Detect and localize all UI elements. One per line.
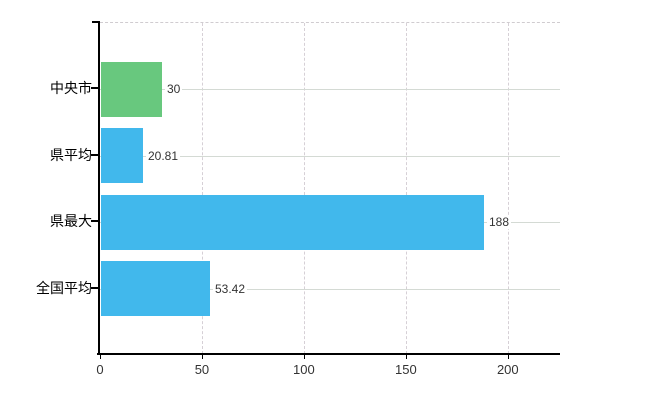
y-axis-top-tick — [92, 21, 100, 23]
y-axis-tick — [91, 287, 99, 289]
category-label: 中央市 — [50, 80, 92, 96]
x-axis-tick-label: 100 — [293, 362, 315, 377]
bar-value-label: 188 — [487, 215, 512, 229]
x-axis-tick — [201, 353, 203, 359]
y-axis-tick — [91, 154, 99, 156]
bar-2 — [101, 128, 143, 183]
bar-value-label: 20.81 — [146, 149, 181, 163]
x-axis-tick — [303, 353, 305, 359]
bar-1 — [101, 62, 162, 117]
category-label: 県平均 — [50, 147, 92, 163]
bar-3 — [101, 195, 484, 250]
x-axis-tick — [100, 353, 101, 359]
bar-value-label: 30 — [165, 82, 183, 96]
plot-area: 30 20.81 188 53.42 — [100, 22, 560, 354]
horizontal-gridline — [100, 89, 560, 90]
y-axis-tick — [91, 220, 99, 222]
vertical-gridline — [303, 23, 305, 354]
vertical-gridline — [507, 23, 509, 354]
bar-4 — [101, 261, 210, 316]
y-axis-tick — [91, 87, 99, 89]
y-axis-line — [98, 22, 100, 354]
x-axis-line — [97, 353, 560, 355]
x-axis-tick-label: 150 — [394, 362, 417, 377]
x-axis-tick — [405, 353, 407, 359]
bar-value-label: 53.42 — [213, 282, 248, 296]
horizontal-gridline — [100, 289, 560, 290]
x-axis-tick-label: 50 — [194, 362, 210, 377]
horizontal-gridline — [100, 156, 560, 157]
vertical-gridline — [201, 23, 203, 354]
category-label: 県最大 — [50, 213, 92, 229]
x-axis-tick — [507, 353, 509, 359]
x-axis-tick-label: 200 — [496, 362, 519, 377]
vertical-gridline — [405, 23, 407, 354]
x-axis-tick-label: 0 — [96, 362, 104, 377]
category-label: 全国平均 — [36, 280, 92, 296]
